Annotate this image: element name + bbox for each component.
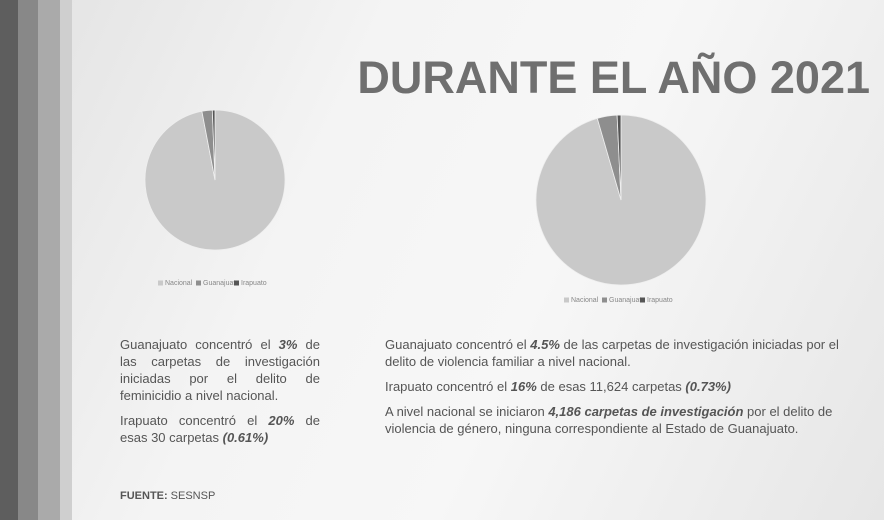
left-text: Guanajuato concentró el 3% de las carpet… xyxy=(120,336,320,454)
text-run: Guanajuato concentró el xyxy=(385,337,530,352)
emphasis: 20% xyxy=(268,413,294,428)
paragraph: Guanajuato concentró el 3% de las carpet… xyxy=(120,336,320,404)
legend-swatch xyxy=(564,298,569,303)
legend-label: Irapuato xyxy=(647,297,673,304)
legend-label: Guanajuato xyxy=(609,297,645,304)
emphasis: 16% xyxy=(511,379,537,394)
text-run: Guanajuato concentró el xyxy=(120,337,279,352)
emphasis: (0.61%) xyxy=(223,430,269,445)
paragraph: Irapuato concentró el 16% de esas 11,624… xyxy=(385,378,865,395)
source-value: SESNSP xyxy=(171,490,216,502)
paragraph: A nivel nacional se iniciaron 4,186 carp… xyxy=(385,403,865,437)
legend-swatch xyxy=(640,298,645,303)
legend-swatch xyxy=(196,281,201,286)
legend-label: Irapuato xyxy=(241,280,267,287)
emphasis: 3% xyxy=(279,337,298,352)
emphasis: (0.73%) xyxy=(685,379,731,394)
text-run: A nivel nacional se iniciaron xyxy=(385,404,548,419)
text-run: Irapuato concentró el xyxy=(385,379,511,394)
right-text: Guanajuato concentró el 4.5% de las carp… xyxy=(385,336,865,445)
legend-label: Guanajuato xyxy=(203,280,239,287)
paragraph: Guanajuato concentró el 4.5% de las carp… xyxy=(385,336,865,370)
source-label: FUENTE: xyxy=(120,490,168,502)
text-run: de esas 11,624 carpetas xyxy=(537,379,686,394)
source: FUENTE:SESNSP xyxy=(120,490,215,502)
emphasis: 4,186 carpetas de investigación xyxy=(548,404,743,419)
paragraph: Irapuato concentró el 20% de esas 30 car… xyxy=(120,412,320,446)
legend-label: Nacional xyxy=(165,280,193,287)
text-run: Irapuato concentró el xyxy=(120,413,268,428)
legend-swatch xyxy=(158,281,163,286)
legend-swatch xyxy=(234,281,239,286)
emphasis: 4.5% xyxy=(530,337,560,352)
legend-swatch xyxy=(602,298,607,303)
legend-label: Nacional xyxy=(571,297,599,304)
slide: DURANTE EL AÑO 2021 NacionalGuanajuatoIr… xyxy=(0,0,884,520)
